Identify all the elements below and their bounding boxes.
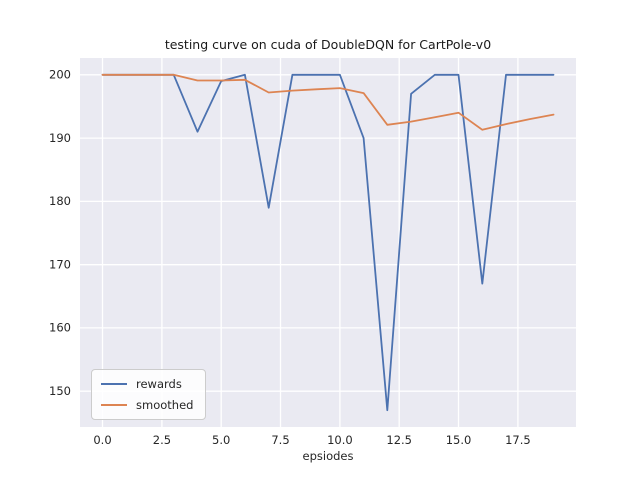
y-tick-label: 200 bbox=[49, 68, 71, 82]
x-tick-label: 0.0 bbox=[93, 433, 111, 447]
legend-item-smoothed: smoothed bbox=[101, 398, 193, 412]
legend: rewards smoothed bbox=[91, 369, 207, 420]
x-tick-label: 15.0 bbox=[446, 433, 472, 447]
legend-item-rewards: rewards bbox=[101, 377, 193, 391]
x-tick-label: 10.0 bbox=[327, 433, 353, 447]
x-tick-label: 5.0 bbox=[212, 433, 230, 447]
y-tick-label: 180 bbox=[49, 194, 71, 208]
x-tick-label: 7.5 bbox=[271, 433, 289, 447]
axes-background bbox=[80, 58, 576, 427]
x-axis-label: epsiodes bbox=[302, 449, 354, 463]
legend-label-rewards: rewards bbox=[136, 377, 182, 391]
y-tick-label: 170 bbox=[49, 258, 71, 272]
rewards-line-swatch bbox=[101, 383, 127, 385]
x-tick-label: 12.5 bbox=[386, 433, 412, 447]
y-tick-label: 160 bbox=[49, 321, 71, 335]
x-tick-label: 2.5 bbox=[153, 433, 171, 447]
chart-title: testing curve on cuda of DoubleDQN for C… bbox=[164, 37, 492, 52]
y-tick-label: 150 bbox=[49, 384, 71, 398]
legend-label-smoothed: smoothed bbox=[136, 398, 194, 412]
smoothed-line bbox=[101, 73, 555, 131]
smoothed-line-swatch bbox=[101, 404, 127, 406]
x-tick-label: 17.5 bbox=[505, 433, 531, 447]
rewards-line bbox=[101, 73, 555, 412]
y-tick-label: 190 bbox=[49, 131, 71, 145]
